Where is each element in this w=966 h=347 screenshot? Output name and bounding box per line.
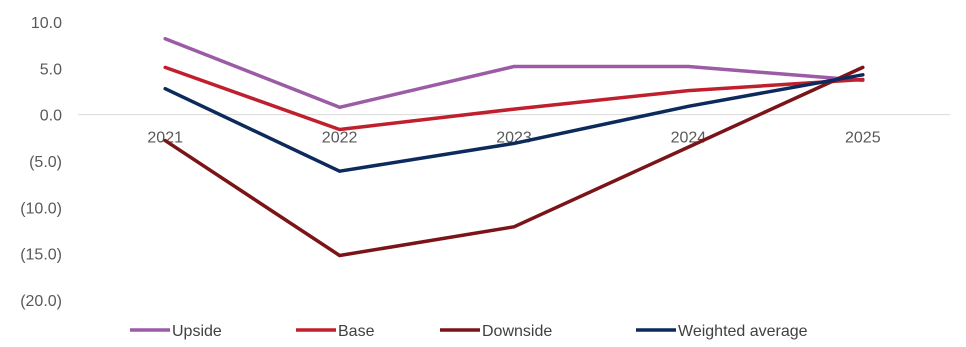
- series-line-base: [163, 65, 865, 132]
- series-line-upside: [163, 36, 865, 110]
- series-line-weighted-average: [163, 73, 865, 173]
- x-axis: 2021 2022 2023 2024 2025: [147, 130, 880, 147]
- legend: Upside Base Downside Weighted average: [130, 323, 808, 340]
- x-tick-label: 2021: [147, 130, 183, 147]
- legend-label: Downside: [482, 323, 552, 340]
- legend-label: Base: [338, 323, 375, 340]
- y-tick-label: (20.0): [20, 293, 62, 310]
- series-lines: [163, 36, 865, 258]
- x-tick-label: 2024: [671, 130, 707, 147]
- legend-label: Upside: [172, 323, 222, 340]
- y-tick-label: 5.0: [40, 61, 62, 78]
- y-tick-label: (5.0): [29, 154, 62, 171]
- y-tick-label: (10.0): [20, 200, 62, 217]
- y-tick-label: 10.0: [31, 15, 62, 32]
- legend-label: Weighted average: [678, 323, 808, 340]
- series-line-downside: [163, 65, 865, 258]
- x-tick-label: 2022: [322, 130, 358, 147]
- x-tick-label: 2025: [845, 130, 881, 147]
- y-tick-label: 0.0: [40, 108, 62, 125]
- y-axis: 10.0 5.0 0.0 (5.0) (10.0) (15.0) (20.0): [20, 15, 62, 310]
- y-tick-label: (15.0): [20, 247, 62, 264]
